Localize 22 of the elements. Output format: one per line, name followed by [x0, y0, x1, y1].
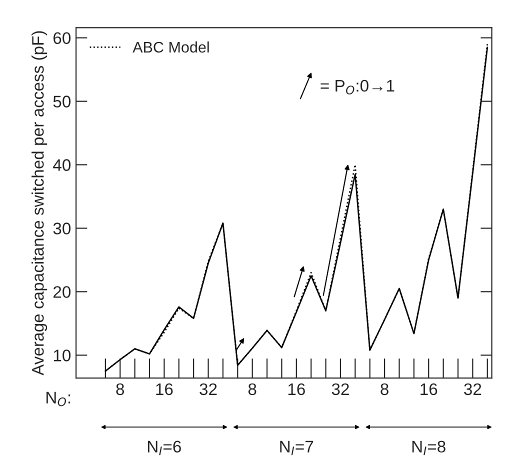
x-tick-label: 32 [200, 383, 217, 396]
x-tick-label: 32 [332, 383, 349, 396]
y-tick-label: 60 [54, 32, 71, 44]
annotation: = P$_{O}$:0→1 [320, 80, 394, 94]
text: N$_{I}$=7 [280, 440, 314, 456]
text: N$_{I}$=8 [412, 440, 446, 456]
x-tick-label: 8 [380, 383, 388, 396]
x-tick-label: 32 [464, 383, 482, 396]
text: N$_{I}$=6 [148, 440, 181, 456]
y-tick-label: 20 [53, 286, 71, 298]
x-tick-label: 16 [156, 383, 173, 396]
x-tick-label: 8 [248, 383, 256, 396]
x-tick-label: 16 [288, 383, 305, 396]
x-tick-label: 16 [420, 383, 438, 396]
y-tick-label: 30 [53, 222, 71, 234]
y-tick-label: 10 [54, 350, 71, 362]
y-tick-label: 50 [53, 96, 71, 108]
x-tick-label: 8 [116, 383, 124, 396]
y-axis-title: Average capacitance switched per access (pF) [32, 31, 48, 376]
y-tick-label: 40 [53, 159, 71, 171]
legend-label: ABC Model [132, 41, 209, 53]
text: N$_{O}$: [46, 392, 70, 406]
